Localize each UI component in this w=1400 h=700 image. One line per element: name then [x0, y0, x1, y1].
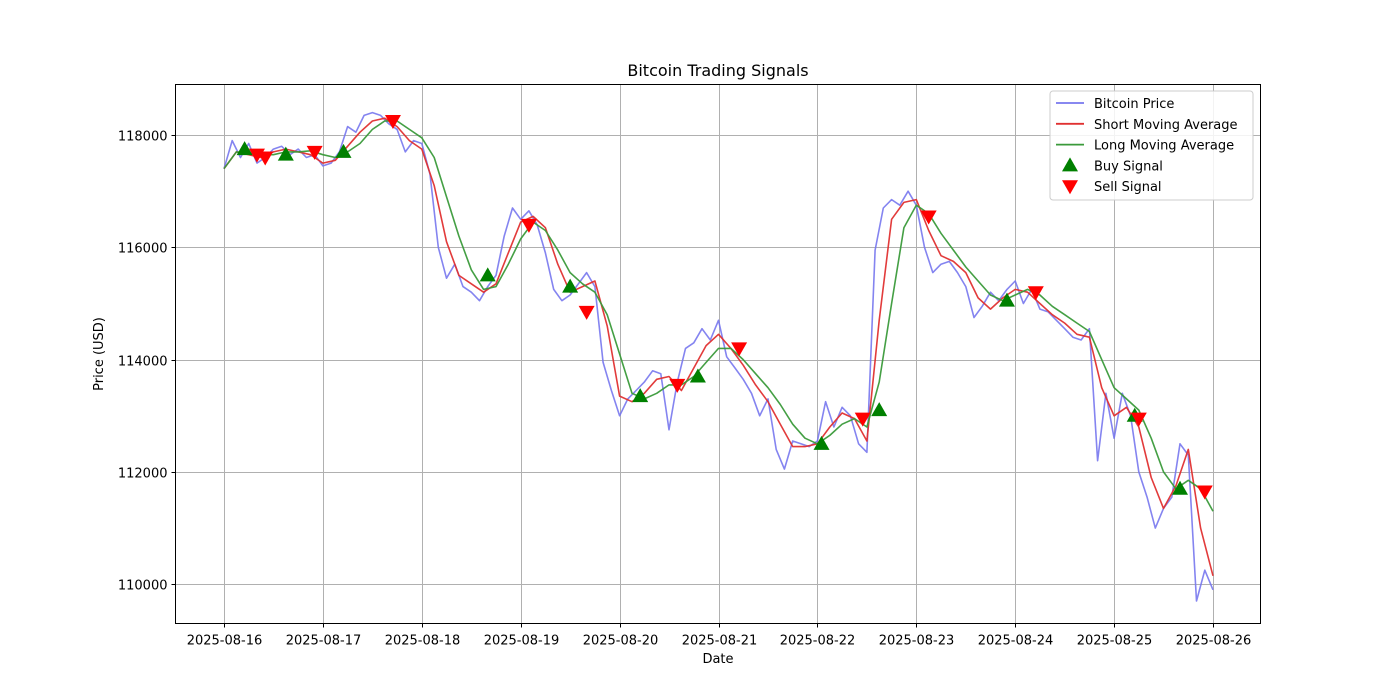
buy-signal-marker [1172, 480, 1189, 495]
x-tick-label: 2025-08-21 [682, 634, 758, 649]
sell-signal-marker [920, 210, 937, 225]
buy-signal-marker [871, 402, 888, 417]
legend: Bitcoin Price Short Moving Average Long Mo… [1049, 90, 1254, 201]
buy-signal-marker [632, 388, 649, 403]
legend-label: Buy Signal [1094, 159, 1163, 174]
x-tick-label: 2025-08-22 [780, 634, 856, 649]
y-axis-label: Price (USD) [92, 317, 107, 391]
sell-signal-marker [1196, 485, 1213, 500]
legend-label: Short Moving Average [1094, 118, 1238, 133]
legend-box [1049, 90, 1254, 201]
chart-title: Bitcoin Trading Signals [627, 61, 808, 80]
x-axis: 2025-08-16 2025-08-17 2025-08-18 2025-08-19… [187, 623, 1252, 649]
sell-signal-marker [1130, 412, 1147, 427]
plot-frame [175, 84, 1261, 624]
buy-signal-marker [479, 267, 496, 282]
sell-signal-marker [520, 218, 537, 233]
x-tick-label: 2025-08-20 [583, 634, 659, 649]
sell-signal-marker [1027, 286, 1044, 301]
y-axis: 110000 112000 114000 116000 118000 [118, 130, 176, 594]
x-tick-label: 2025-08-18 [385, 634, 461, 649]
x-tick-label: 2025-08-23 [879, 634, 955, 649]
legend-label: Long Moving Average [1094, 139, 1234, 154]
y-tick-label: 118000 [118, 130, 168, 145]
x-tick-label: 2025-08-17 [286, 634, 362, 649]
sell-signal-marker [306, 145, 323, 160]
buy-signal-marker [998, 292, 1015, 307]
x-tick-label: 2025-08-16 [187, 634, 263, 649]
sell-signal-marker [731, 342, 748, 357]
buy-signal-marker [813, 435, 830, 450]
sell-signal-marker [669, 378, 686, 393]
legend-label: Sell Signal [1094, 180, 1162, 195]
x-tick-label: 2025-08-26 [1176, 634, 1252, 649]
buy-signal-marker [277, 146, 294, 161]
sell-signal-marker [854, 412, 871, 427]
y-tick-label: 114000 [118, 355, 168, 370]
sell-signal-marker [257, 151, 274, 166]
x-tick-label: 2025-08-24 [978, 634, 1054, 649]
sell-signal-marker [384, 114, 401, 129]
buy-signal-marker [236, 141, 253, 156]
x-tick-label: 2025-08-19 [484, 634, 560, 649]
x-axis-label: Date [702, 652, 733, 667]
markers-layer [236, 114, 1213, 500]
buy-signal-marker [562, 278, 579, 293]
buy-signal-marker [335, 143, 352, 158]
y-tick-label: 116000 [118, 242, 168, 257]
sell-signal-marker [578, 305, 595, 320]
buy-signal-marker [689, 368, 706, 383]
x-tick-label: 2025-08-25 [1077, 634, 1153, 649]
legend-marker-swatch [1062, 180, 1078, 195]
y-tick-label: 110000 [118, 579, 168, 594]
y-tick-label: 112000 [118, 467, 168, 482]
legend-label: Bitcoin Price [1094, 97, 1174, 112]
legend-marker-swatch [1062, 157, 1078, 172]
